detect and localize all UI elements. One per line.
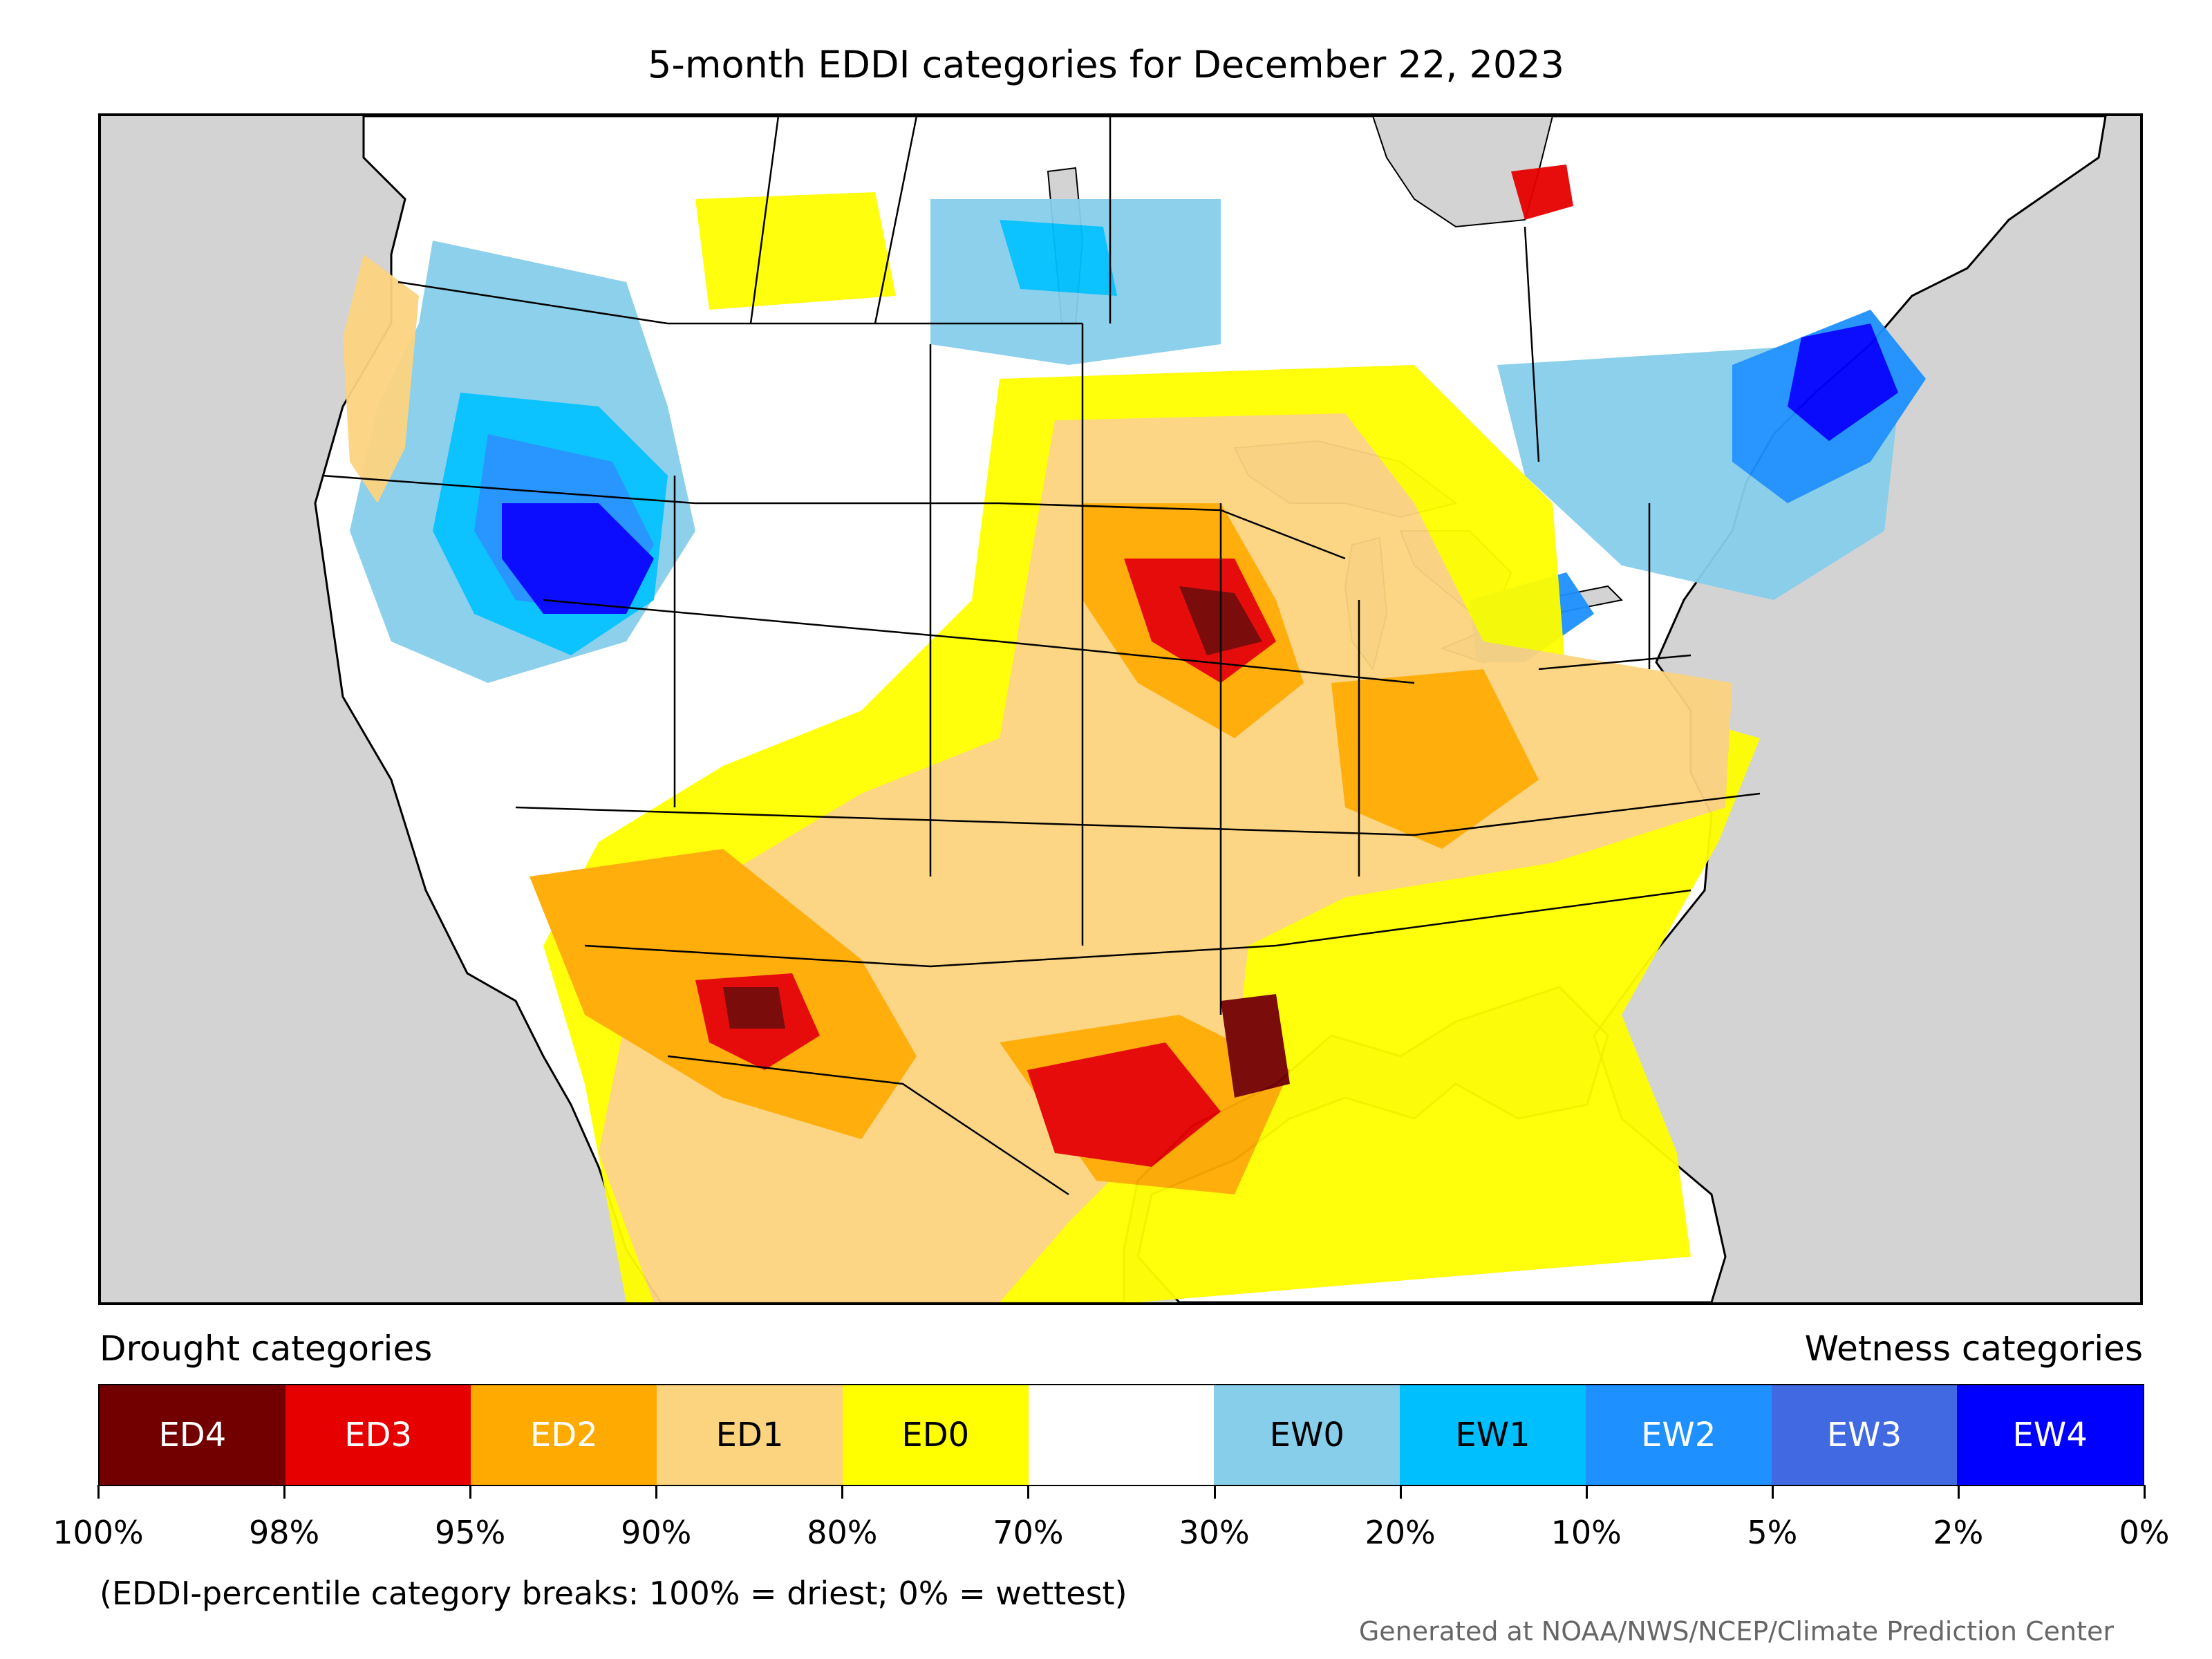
colorbar-tick-label: 20%	[1365, 1514, 1436, 1551]
legend-segment-ed2: ED2	[471, 1385, 657, 1485]
legend-segment-ew2: EW2	[1585, 1385, 1772, 1485]
colorbar-tick	[1957, 1485, 1960, 1499]
colorbar-ticks	[97, 1485, 2146, 1512]
legend-segment-ed3: ED3	[285, 1385, 471, 1485]
category-breaks-note: (EDDI-percentile category breaks: 100% =…	[100, 1575, 1127, 1612]
colorbar-tick	[2144, 1485, 2146, 1499]
ew1-patch-canada	[1000, 220, 1117, 296]
eddi-wet-patches	[350, 199, 1926, 683]
legend-segment-ew3: EW3	[1771, 1385, 1958, 1485]
colorbar-tick-label: 5%	[1747, 1514, 1798, 1551]
ed1-patch-pacific	[343, 254, 419, 503]
legend-segment-ed0: ED0	[842, 1385, 1029, 1485]
political-borders	[321, 116, 1761, 1196]
colorbar-tick	[655, 1485, 658, 1499]
legend-segment-normal	[1028, 1385, 1215, 1485]
colorbar-tick-label: 95%	[435, 1514, 506, 1551]
colorbar-tick-label: 98%	[248, 1514, 320, 1551]
legend-segment-ed4: ED4	[100, 1385, 285, 1485]
colorbar-tick	[1585, 1485, 1588, 1499]
colorbar-tick-label: 2%	[1933, 1514, 1984, 1551]
colorbar-tick	[1771, 1485, 1774, 1499]
colorbar-tick-label: 70%	[993, 1514, 1064, 1551]
colorbar-tick-label: 10%	[1550, 1514, 1622, 1551]
ed3-patch-ontario	[1511, 165, 1573, 220]
ed4-patch-nm	[723, 987, 785, 1029]
ed2-patch-ohio	[1331, 669, 1539, 849]
colorbar-tick-label: 90%	[621, 1514, 692, 1551]
hudson-bay	[1371, 116, 1554, 228]
colorbar-tick	[1399, 1485, 1402, 1499]
credit-line: Generated at NOAA/NWS/NCEP/Climate Predi…	[1358, 1616, 2114, 1647]
eddi-dry-patches	[343, 165, 1760, 1302]
legend-segment-ew0: EW0	[1214, 1385, 1400, 1485]
map-canvas	[101, 116, 2140, 1302]
colorbar-tick	[841, 1485, 844, 1499]
legend-segment-ed1: ED1	[657, 1385, 843, 1485]
category-colorbar: ED4 ED3 ED2 ED1 ED0 EW0 EW1 EW2 EW3 EW4	[98, 1384, 2144, 1486]
colorbar-tick	[283, 1485, 286, 1499]
wetness-categories-heading: Wetness categories	[1804, 1329, 2143, 1369]
colorbar-tick	[1027, 1485, 1030, 1499]
ed0-patch-canada	[695, 192, 896, 310]
colorbar-tick-label: 80%	[807, 1514, 878, 1551]
ew4-patch-west	[502, 503, 654, 614]
map-title: 5-month EDDI categories for December 22,…	[648, 43, 1564, 86]
ed3-patch-texas	[1027, 1042, 1221, 1167]
ew4-patch-northeast	[1788, 324, 1898, 441]
drought-categories-heading: Drought categories	[100, 1329, 433, 1369]
legend-segment-ew4: EW4	[1957, 1385, 2144, 1485]
colorbar-tick	[469, 1485, 472, 1499]
colorbar-tick-label: 30%	[1179, 1514, 1250, 1551]
colorbar-tick-label: 100%	[53, 1514, 144, 1551]
colorbar-tick	[97, 1485, 100, 1499]
colorbar-tick-label: 0%	[2119, 1514, 2170, 1551]
ed4-patch-louisiana	[1221, 994, 1290, 1098]
colorbar-tick	[1213, 1485, 1216, 1499]
eddi-map	[98, 113, 2143, 1305]
legend-segment-ew1: EW1	[1400, 1385, 1586, 1485]
